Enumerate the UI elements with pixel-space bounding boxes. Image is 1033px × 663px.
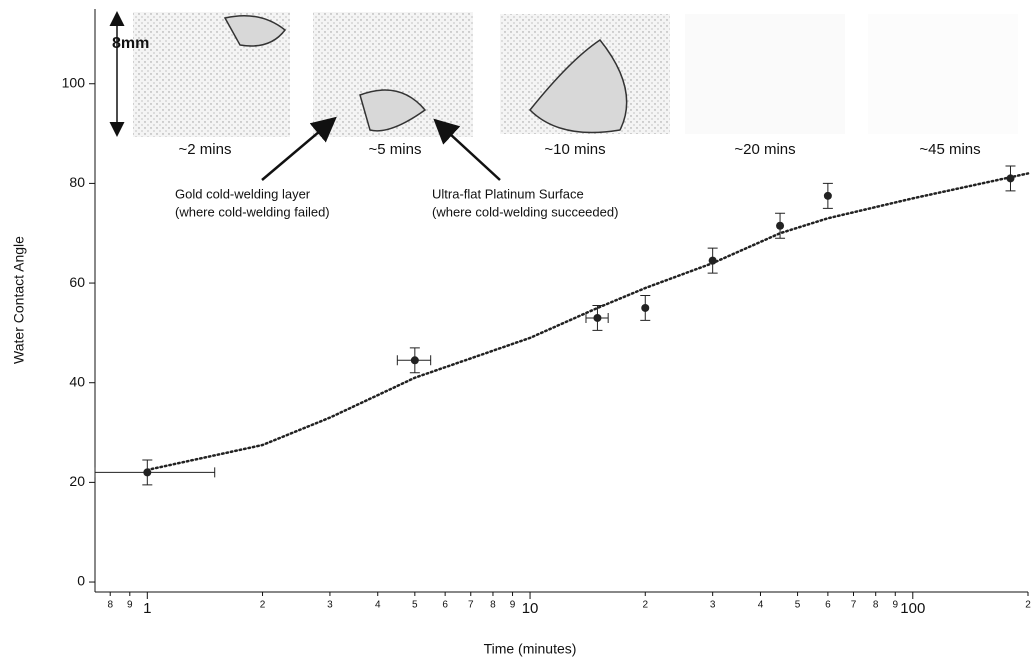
y-tick-label: 0 <box>77 573 85 589</box>
micrograph <box>685 14 845 134</box>
annotation: (where cold-welding failed) <box>175 204 330 219</box>
image-label: ~5 mins <box>369 141 422 158</box>
y-tick-label: 60 <box>69 274 85 290</box>
x-tick-label: 3 <box>327 600 333 611</box>
annotation-arrow <box>433 118 501 181</box>
data-point <box>593 313 602 322</box>
annotation: Ultra-flat Platinum Surface <box>432 186 584 201</box>
annotation: (where cold-welding succeeded) <box>432 204 618 219</box>
micrograph <box>868 14 1018 134</box>
annotation-arrow <box>261 116 337 181</box>
y-tick-label: 80 <box>69 174 85 190</box>
x-axis-title: Time (minutes) <box>484 641 577 657</box>
x-tick-label: 9 <box>127 600 133 611</box>
x-tick-label: 2 <box>1025 600 1031 611</box>
x-tick-label: 7 <box>468 600 474 611</box>
x-tick-label: 4 <box>758 600 764 611</box>
fit-line <box>146 172 1030 472</box>
y-tick-label: 100 <box>62 74 86 90</box>
data-point <box>641 303 650 312</box>
scale-label: 8mm <box>112 35 149 52</box>
x-error-bar <box>94 467 216 478</box>
data-point <box>143 468 152 477</box>
data-point <box>823 191 832 200</box>
x-tick-label: 7 <box>851 600 857 611</box>
y-tick-label: 20 <box>69 473 85 489</box>
x-tick-label: 5 <box>412 600 418 611</box>
x-tick-label: 1 <box>143 600 151 617</box>
image-label: ~2 mins <box>179 141 232 158</box>
y-tick-label: 40 <box>69 373 85 389</box>
data-point <box>1006 174 1015 183</box>
image-label: ~10 mins <box>544 141 605 158</box>
micrographs <box>133 12 1018 137</box>
y-axis-title: Water Contact Angle <box>11 236 27 364</box>
x-tick-label: 5 <box>795 600 801 611</box>
x-tick-label: 8 <box>873 600 879 611</box>
image-label: ~20 mins <box>734 141 795 158</box>
data-point <box>708 256 717 265</box>
x-tick-label: 2 <box>260 600 266 611</box>
x-tick-label: 8 <box>107 600 113 611</box>
data-point <box>410 356 419 365</box>
x-tick-label: 8 <box>490 600 496 611</box>
x-tick-label: 10 <box>522 600 539 617</box>
data-point <box>776 221 785 230</box>
x-tick-label: 6 <box>442 600 448 611</box>
x-tick-label: 2 <box>642 600 648 611</box>
x-tick-label: 100 <box>900 600 925 617</box>
annotation: Gold cold-welding layer <box>175 186 311 201</box>
micrograph-feature <box>223 15 628 134</box>
x-tick-label: 4 <box>375 600 381 611</box>
x-tick-label: 9 <box>510 600 516 611</box>
x-tick-label: 6 <box>825 600 831 611</box>
x-tick-label: 3 <box>710 600 716 611</box>
image-label: ~45 mins <box>919 141 980 158</box>
x-tick-label: 9 <box>892 600 898 611</box>
